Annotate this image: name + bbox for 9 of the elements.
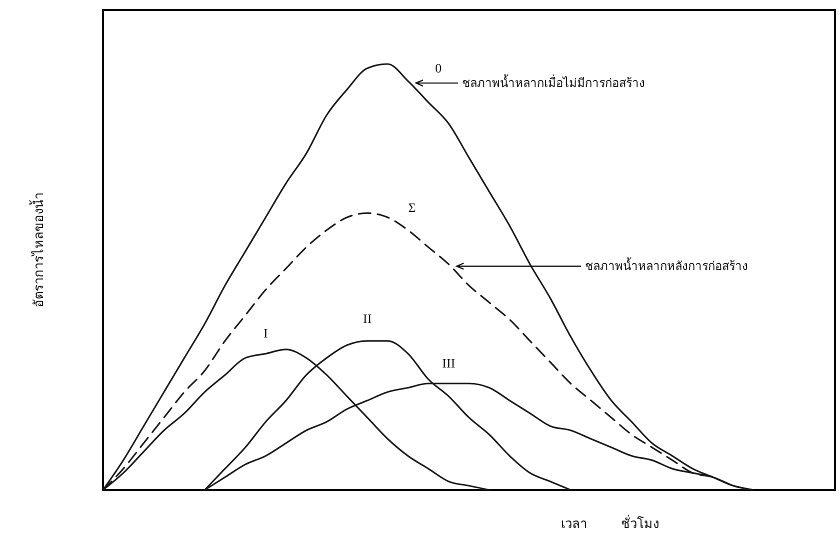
series-label: II [362, 310, 372, 326]
series-label: I [263, 326, 268, 341]
x-axis-title: เวลา ชั่วโมง [560, 515, 660, 532]
y-axis-title: อัตราการไหลของน้ำ [29, 192, 47, 308]
annotation: ชลภาพน้ำหลากหลังการก่อสร้าง [585, 257, 748, 274]
annotation: ชลภาพน้ำหลากเมื่อไม่มีการก่อสร้าง [462, 74, 645, 90]
series-label: III [442, 356, 456, 370]
series-label: Σ [408, 200, 416, 216]
series-label: 0 [435, 60, 442, 76]
